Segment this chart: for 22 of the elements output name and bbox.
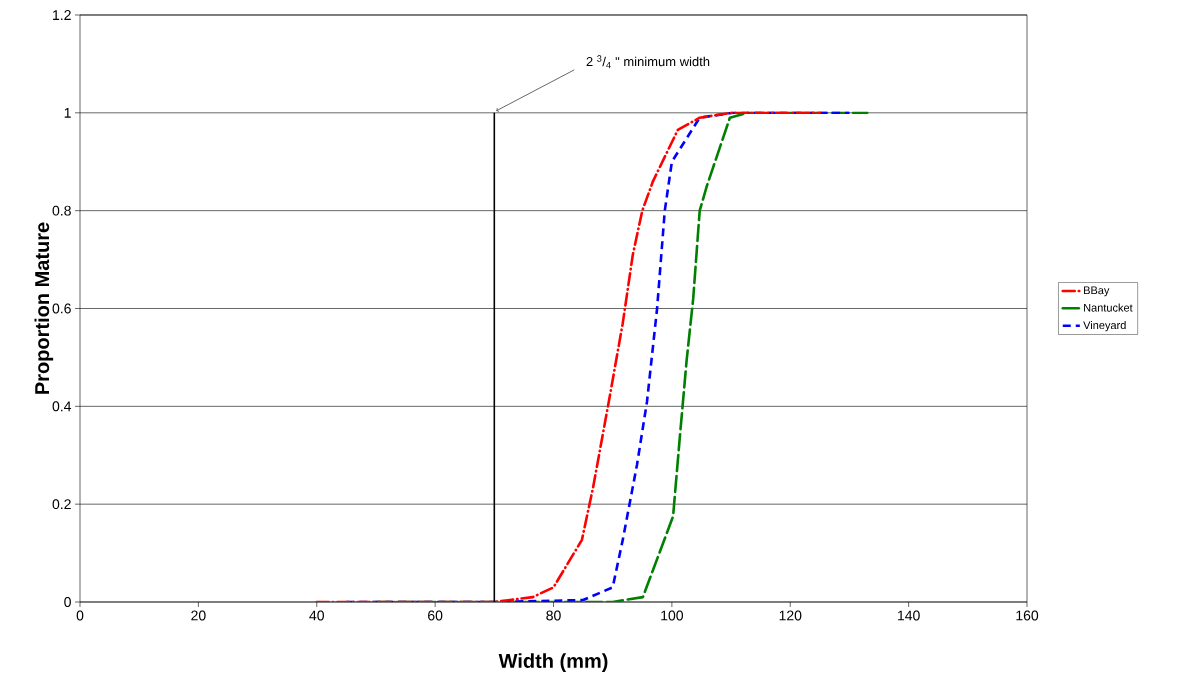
- x-axis-title: Width (mm): [498, 653, 608, 672]
- legend-label: Nantucket: [1084, 303, 1133, 312]
- legend-label: Vineyard: [1083, 321, 1126, 332]
- y-axis-title: Proportion Mature: [34, 222, 54, 394]
- y-tick-label: 1.2: [53, 10, 71, 20]
- x-tick-label: 100: [661, 610, 684, 621]
- y-tick-label: 0: [64, 597, 71, 607]
- y-tick-label: 0.8: [52, 205, 71, 216]
- x-tick-label: 40: [309, 610, 324, 621]
- y-tick-label: 1: [64, 108, 71, 118]
- x-tick-label: 160: [1016, 610, 1039, 621]
- legend-label: BBay: [1084, 286, 1110, 297]
- x-tick-label: 120: [779, 610, 802, 621]
- x-tick-label: 80: [546, 610, 561, 621]
- x-tick-label: 60: [428, 610, 443, 621]
- annotation: 2 $^{3}$/$_{4}$ " minimum width: [586, 55, 710, 69]
- x-tick-label: 0: [76, 610, 84, 621]
- x-tick-label: 140: [898, 610, 920, 621]
- y-tick-label: 0.2: [52, 499, 71, 510]
- y-tick-label: 0.4: [52, 401, 72, 412]
- y-tick-label: 0.6: [52, 303, 71, 314]
- x-tick-label: 20: [191, 610, 206, 621]
